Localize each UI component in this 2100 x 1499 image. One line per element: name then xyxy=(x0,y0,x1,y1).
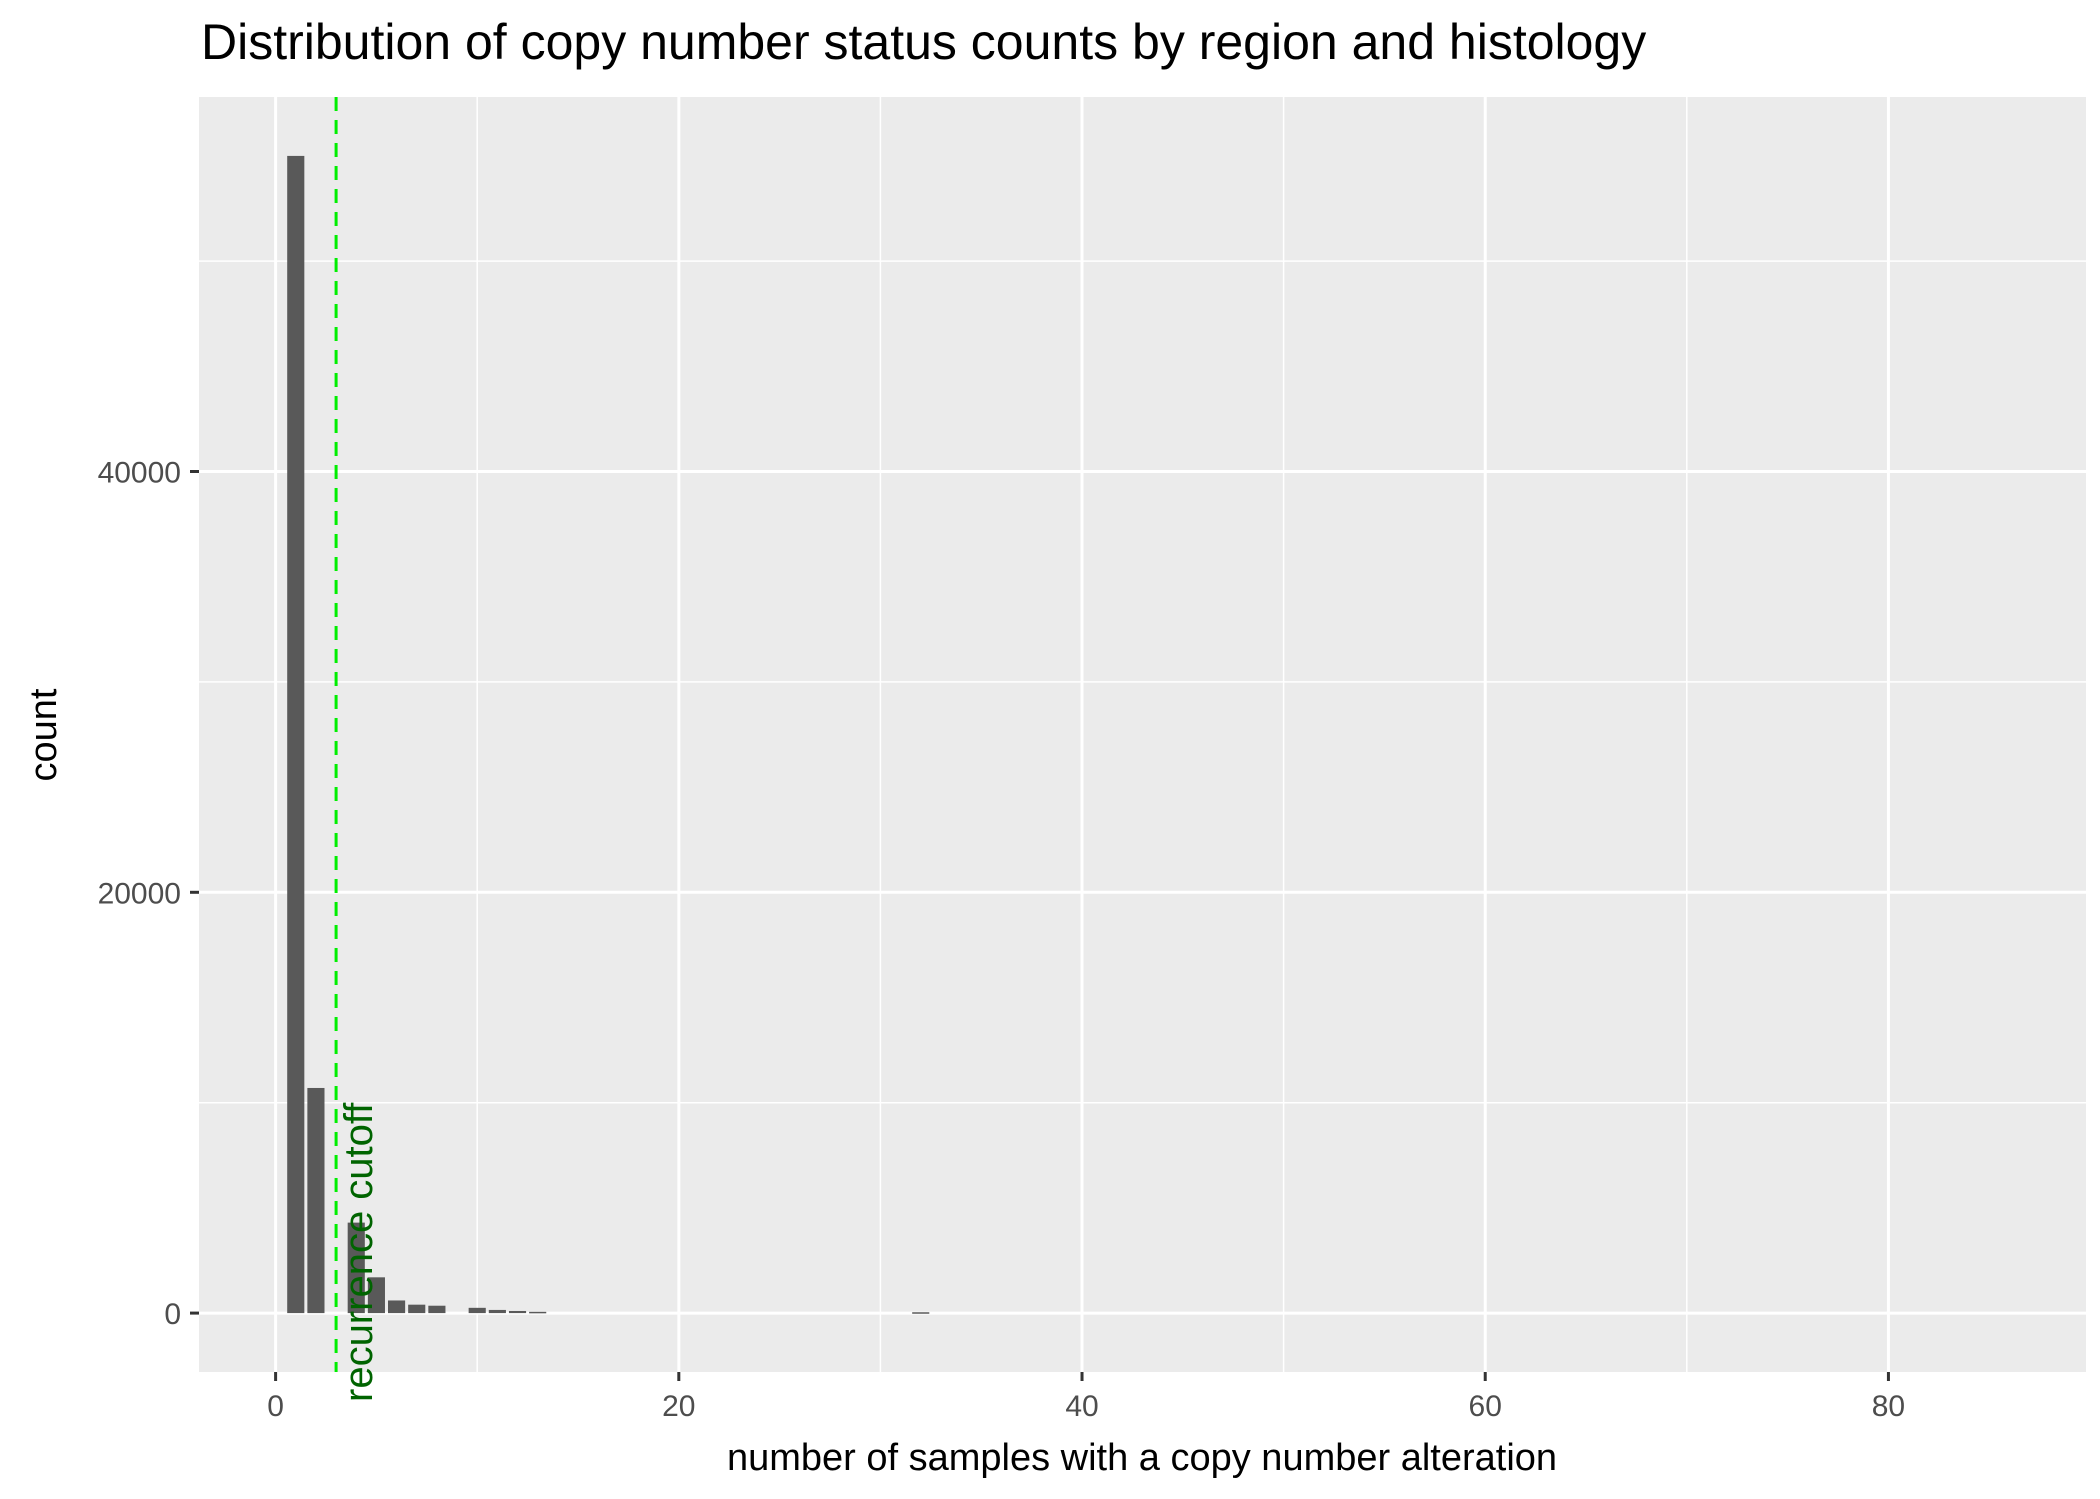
major-gridlines xyxy=(199,97,2086,1372)
y-tick-label: 0 xyxy=(164,1298,181,1331)
x-tick-label: 40 xyxy=(1065,1390,1098,1423)
y-tick-label: 20000 xyxy=(98,877,181,910)
x-axis-title: number of samples with a copy number alt… xyxy=(727,1437,1557,1479)
histogram-bar xyxy=(287,155,305,1314)
histogram-bar xyxy=(488,1309,506,1314)
histogram-bar xyxy=(529,1311,547,1314)
histogram-bar xyxy=(428,1305,446,1314)
y-axis-ticks: 0 20000 40000 xyxy=(98,457,199,1331)
x-tick-label: 20 xyxy=(662,1390,695,1423)
x-axis-ticks: 0 20 40 60 80 xyxy=(267,1372,1905,1423)
x-tick-label: 0 xyxy=(267,1390,284,1423)
histogram-bar xyxy=(367,1277,385,1314)
y-axis-title: count xyxy=(23,688,65,781)
minor-gridlines xyxy=(199,97,2086,1372)
histogram-bar xyxy=(388,1300,406,1314)
chart-title: Distribution of copy number status count… xyxy=(201,14,1646,70)
histogram-bar xyxy=(307,1087,325,1314)
y-tick-label: 40000 xyxy=(98,457,181,490)
histogram-bar xyxy=(408,1304,426,1314)
x-tick-label: 60 xyxy=(1469,1390,1502,1423)
x-tick-label: 80 xyxy=(1872,1390,1905,1423)
plot-panel xyxy=(199,97,2086,1372)
histogram-bar xyxy=(508,1310,527,1314)
histogram-bar xyxy=(347,1222,365,1314)
recurrence-cutoff-label: recurrence cutoff xyxy=(337,1102,381,1402)
bars xyxy=(287,155,930,1314)
histogram-bar xyxy=(912,1312,930,1314)
histogram-bar xyxy=(468,1307,486,1314)
